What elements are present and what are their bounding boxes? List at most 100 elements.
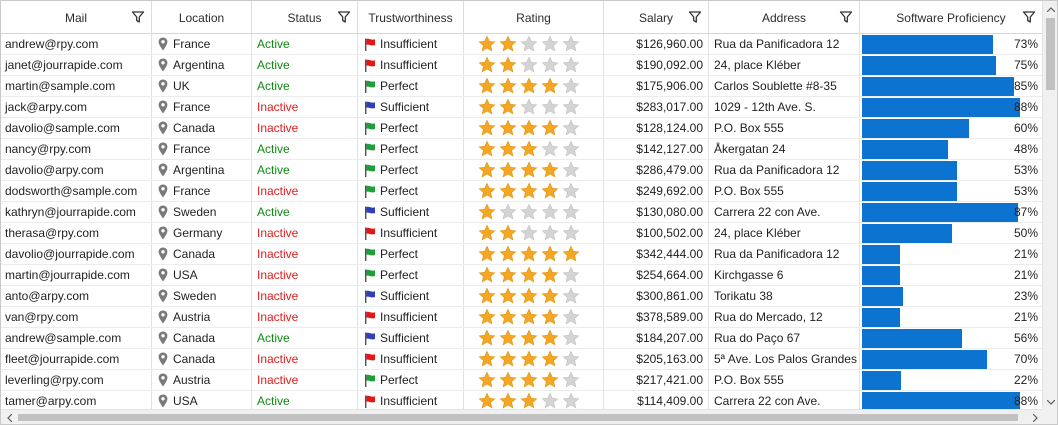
cell-location[interactable]: Canada bbox=[152, 244, 252, 264]
filter-icon[interactable] bbox=[1022, 10, 1036, 24]
star-icon[interactable] bbox=[499, 350, 517, 368]
star-icon[interactable] bbox=[478, 35, 496, 53]
cell-location[interactable]: Sweden bbox=[152, 286, 252, 306]
cell-proficiency[interactable]: 87% bbox=[860, 202, 1043, 222]
cell-rating[interactable] bbox=[464, 139, 604, 159]
star-icon[interactable] bbox=[541, 77, 559, 95]
star-icon[interactable] bbox=[478, 182, 496, 200]
star-icon[interactable] bbox=[478, 266, 496, 284]
cell-address[interactable]: Torikatu 38 bbox=[709, 286, 860, 306]
star-icon[interactable] bbox=[520, 119, 538, 137]
cell-rating[interactable] bbox=[464, 349, 604, 369]
cell-address[interactable]: Kirchgasse 6 bbox=[709, 265, 860, 285]
cell-proficiency[interactable]: 53% bbox=[860, 181, 1043, 201]
cell-status[interactable]: Inactive bbox=[252, 97, 358, 117]
cell-salary[interactable]: $286,479.00 bbox=[604, 160, 709, 180]
cell-status[interactable]: Inactive bbox=[252, 223, 358, 243]
cell-rating[interactable] bbox=[464, 286, 604, 306]
cell-mail[interactable]: martin@sample.com bbox=[1, 76, 152, 96]
star-icon[interactable] bbox=[499, 119, 517, 137]
cell-address[interactable]: P.O. Box 555 bbox=[709, 370, 860, 390]
cell-mail[interactable]: therasa@rpy.com bbox=[1, 223, 152, 243]
cell-rating[interactable] bbox=[464, 391, 604, 411]
cell-proficiency[interactable]: 21% bbox=[860, 244, 1043, 264]
cell-salary[interactable]: $142,127.00 bbox=[604, 139, 709, 159]
cell-trust[interactable]: Insufficient bbox=[358, 349, 464, 369]
star-icon[interactable] bbox=[478, 203, 496, 221]
star-icon[interactable] bbox=[541, 308, 559, 326]
star-icon[interactable] bbox=[541, 203, 559, 221]
star-icon[interactable] bbox=[520, 350, 538, 368]
cell-location[interactable]: UK bbox=[152, 76, 252, 96]
cell-address[interactable]: P.O. Box 555 bbox=[709, 118, 860, 138]
table-row[interactable]: andrew@rpy.com France Active Insufficient $1… bbox=[1, 34, 1043, 55]
column-header-mail[interactable]: Mail bbox=[1, 1, 152, 34]
cell-salary[interactable]: $378,589.00 bbox=[604, 307, 709, 327]
cell-salary[interactable]: $130,080.00 bbox=[604, 202, 709, 222]
cell-status[interactable]: Inactive bbox=[252, 265, 358, 285]
rating-stars[interactable] bbox=[478, 56, 580, 74]
table-row[interactable]: andrew@sample.com Canada Active Sufficient $… bbox=[1, 328, 1043, 349]
star-icon[interactable] bbox=[520, 245, 538, 263]
cell-location[interactable]: Austria bbox=[152, 370, 252, 390]
cell-salary[interactable]: $254,664.00 bbox=[604, 265, 709, 285]
cell-proficiency[interactable]: 22% bbox=[860, 370, 1043, 390]
star-icon[interactable] bbox=[520, 392, 538, 410]
cell-trust[interactable]: Perfect bbox=[358, 160, 464, 180]
rating-stars[interactable] bbox=[478, 77, 580, 95]
table-row[interactable]: davolio@jourrapide.com Canada Inactive Perf… bbox=[1, 244, 1043, 265]
cell-trust[interactable]: Perfect bbox=[358, 139, 464, 159]
cell-proficiency[interactable]: 21% bbox=[860, 265, 1043, 285]
cell-location[interactable]: France bbox=[152, 97, 252, 117]
cell-salary[interactable]: $190,092.00 bbox=[604, 55, 709, 75]
star-icon[interactable] bbox=[562, 245, 580, 263]
star-icon[interactable] bbox=[520, 98, 538, 116]
cell-address[interactable]: 24, place Kléber bbox=[709, 223, 860, 243]
star-icon[interactable] bbox=[541, 224, 559, 242]
star-icon[interactable] bbox=[562, 203, 580, 221]
cell-rating[interactable] bbox=[464, 307, 604, 327]
star-icon[interactable] bbox=[478, 161, 496, 179]
star-icon[interactable] bbox=[541, 245, 559, 263]
table-row[interactable]: kathryn@jourrapide.com Sweden Active Suffic… bbox=[1, 202, 1043, 223]
cell-status[interactable]: Active bbox=[252, 34, 358, 54]
cell-location[interactable]: France bbox=[152, 181, 252, 201]
cell-rating[interactable] bbox=[464, 265, 604, 285]
star-icon[interactable] bbox=[499, 203, 517, 221]
cell-status[interactable]: Inactive bbox=[252, 286, 358, 306]
cell-location[interactable]: USA bbox=[152, 391, 252, 411]
table-row[interactable]: davolio@sample.com Canada Inactive Perfect $… bbox=[1, 118, 1043, 139]
star-icon[interactable] bbox=[478, 245, 496, 263]
star-icon[interactable] bbox=[499, 266, 517, 284]
cell-salary[interactable]: $100,502.00 bbox=[604, 223, 709, 243]
star-icon[interactable] bbox=[499, 308, 517, 326]
column-header-address[interactable]: Address bbox=[709, 1, 860, 34]
star-icon[interactable] bbox=[499, 182, 517, 200]
cell-location[interactable]: Argentina bbox=[152, 55, 252, 75]
table-row[interactable]: janet@jourrapide.com Argentina Active Insuf… bbox=[1, 55, 1043, 76]
cell-location[interactable]: Argentina bbox=[152, 160, 252, 180]
star-icon[interactable] bbox=[562, 77, 580, 95]
star-icon[interactable] bbox=[520, 56, 538, 74]
cell-status[interactable]: Active bbox=[252, 55, 358, 75]
star-icon[interactable] bbox=[541, 161, 559, 179]
cell-address[interactable]: P.O. Box 555 bbox=[709, 181, 860, 201]
cell-trust[interactable]: Perfect bbox=[358, 265, 464, 285]
scroll-right-icon[interactable] bbox=[1027, 410, 1043, 424]
star-icon[interactable] bbox=[499, 35, 517, 53]
star-icon[interactable] bbox=[541, 98, 559, 116]
scroll-left-icon[interactable] bbox=[1, 410, 17, 424]
cell-trust[interactable]: Insufficient bbox=[358, 223, 464, 243]
cell-address[interactable]: Rua do Paço 67 bbox=[709, 328, 860, 348]
star-icon[interactable] bbox=[499, 245, 517, 263]
rating-stars[interactable] bbox=[478, 287, 580, 305]
cell-location[interactable]: Canada bbox=[152, 349, 252, 369]
cell-trust[interactable]: Perfect bbox=[358, 76, 464, 96]
table-row[interactable]: dodsworth@sample.com France Inactive Perfec… bbox=[1, 181, 1043, 202]
rating-stars[interactable] bbox=[478, 308, 580, 326]
cell-salary[interactable]: $342,444.00 bbox=[604, 244, 709, 264]
cell-proficiency[interactable]: 21% bbox=[860, 307, 1043, 327]
star-icon[interactable] bbox=[562, 161, 580, 179]
star-icon[interactable] bbox=[520, 182, 538, 200]
cell-address[interactable]: Åkergatan 24 bbox=[709, 139, 860, 159]
